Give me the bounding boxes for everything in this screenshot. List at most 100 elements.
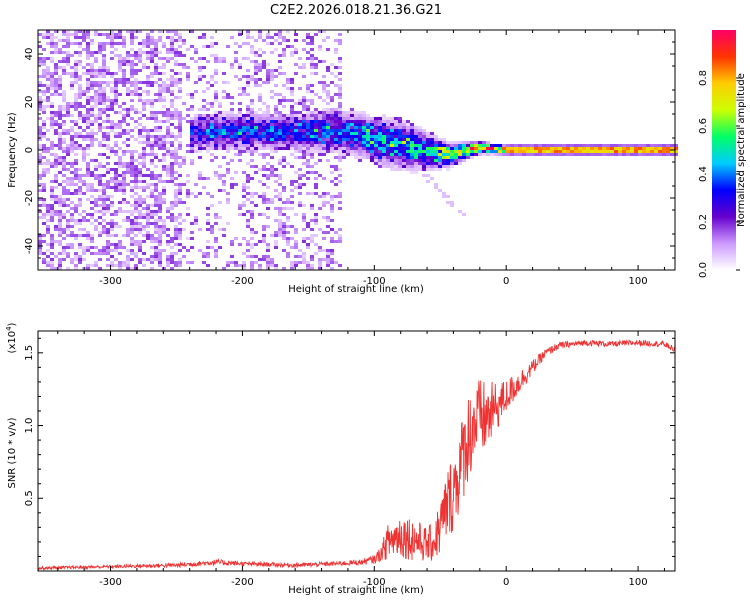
spectrogram-cell [62,159,66,162]
spectrogram-cell [326,144,330,147]
spectrogram-cell [230,123,234,126]
spectrogram-cell [238,207,242,210]
spectrogram-cell [298,66,302,69]
spectrogram-cell [126,132,130,135]
spectrogram-cell [58,264,62,267]
spectrogram-cell [282,105,286,108]
spectrogram-cell [58,261,62,264]
spectrogram-cell [426,144,430,147]
spectrogram-cell [386,150,390,153]
spectrogram-cell [58,51,62,54]
spectrogram-cell [130,60,134,63]
spectrogram-cell [86,219,90,222]
spectrogram-cell [390,156,394,159]
spectrogram-cell [126,219,130,222]
spectrogram-cell [258,126,262,129]
spectrogram-cell [138,198,142,201]
spectrogram-cell [42,111,46,114]
spectrogram-cell [330,180,334,183]
spectrogram-cell [146,39,150,42]
spectrogram-cell [66,39,70,42]
spectrogram-cell [162,45,166,48]
spectrogram-cell [238,114,242,117]
spectrogram-cell [146,66,150,69]
spectrogram-cell [550,153,554,156]
spectrogram-cell [394,162,398,165]
spectrogram-cell [574,150,578,153]
spectrogram-cell [438,156,442,159]
spectrogram-cell [230,177,234,180]
spectrogram-cell [290,51,294,54]
spectrogram-cell [102,66,106,69]
spectrogram-cell [246,111,250,114]
spectrogram-cell [326,120,330,123]
spectrogram-cell [350,120,354,123]
spectrogram-cell [146,57,150,60]
spectrogram-cell [434,150,438,153]
spectrogram-cell [154,249,158,252]
spectrogram-cell [338,150,342,153]
spectrogram-cell [206,114,210,117]
spectrogram-cell [330,111,334,114]
spectrogram-cell [234,123,238,126]
spectrogram-cell [150,39,154,42]
snr-x-label: Height of straight line (km) [288,585,424,596]
spectrogram-cell [438,141,442,144]
spectrogram-cell [266,129,270,132]
spectrogram-cell [246,249,250,252]
spectrogram-cell [146,135,150,138]
spectrogram-cell [386,123,390,126]
spectrogram-cell [202,114,206,117]
spectrogram-cell [274,105,278,108]
spectrogram-cell [118,165,122,168]
spectrogram-cell [50,264,54,267]
spectrogram-cell [382,147,386,150]
spectrogram-cell [314,213,318,216]
spectrogram-cell [130,174,134,177]
spectrogram-cell [262,192,266,195]
spectrogram-cell [230,243,234,246]
spectrogram-cell [338,33,342,36]
spectrogram-cell [282,39,286,42]
spectrogram-cell [66,30,70,33]
spectrogram-cell [266,243,270,246]
spectrogram-cell [222,123,226,126]
spectrogram-cell [146,78,150,81]
spectrogram-cell [198,75,202,78]
spectrogram-cell [282,165,286,168]
spectrogram-cell [254,171,258,174]
spectrogram-cell [666,150,670,153]
spectrogram-cell [166,153,170,156]
spectrogram-cell [158,252,162,255]
spectrogram-cell [174,156,178,159]
spectrogram-cell [438,165,442,168]
spectrogram-cell [102,93,106,96]
spectrogram-cell [310,123,314,126]
spectrogram-cell [102,42,106,45]
spectrogram-cell [218,144,222,147]
spectrogram-cell [198,174,202,177]
spectrogram-cell [98,81,102,84]
spectrogram-cell [222,174,226,177]
spectrogram-cell [154,141,158,144]
snr-x-tick-label: -300 [99,577,122,588]
spectrogram-cell [266,120,270,123]
spectrogram-cell [162,96,166,99]
spectrogram-cell [182,156,186,159]
spectrogram-cell [434,141,438,144]
spectrogram-cell [254,51,258,54]
spectrogram-cell [370,153,374,156]
spectrogram-cell [54,120,58,123]
spectrogram-cell [438,189,442,192]
spectrogram-cell [142,141,146,144]
spectrogram-cell [270,168,274,171]
spectrogram-cell [230,111,234,114]
spectrogram-cell [334,117,338,120]
spectrogram-cell [222,90,226,93]
spectrogram-cell [126,81,130,84]
spectrogram-cell [86,138,90,141]
spectrogram-cell [122,210,126,213]
spectrogram-cell [282,144,286,147]
spectrogram-cell [334,93,338,96]
spectrogram-cell [278,30,282,33]
